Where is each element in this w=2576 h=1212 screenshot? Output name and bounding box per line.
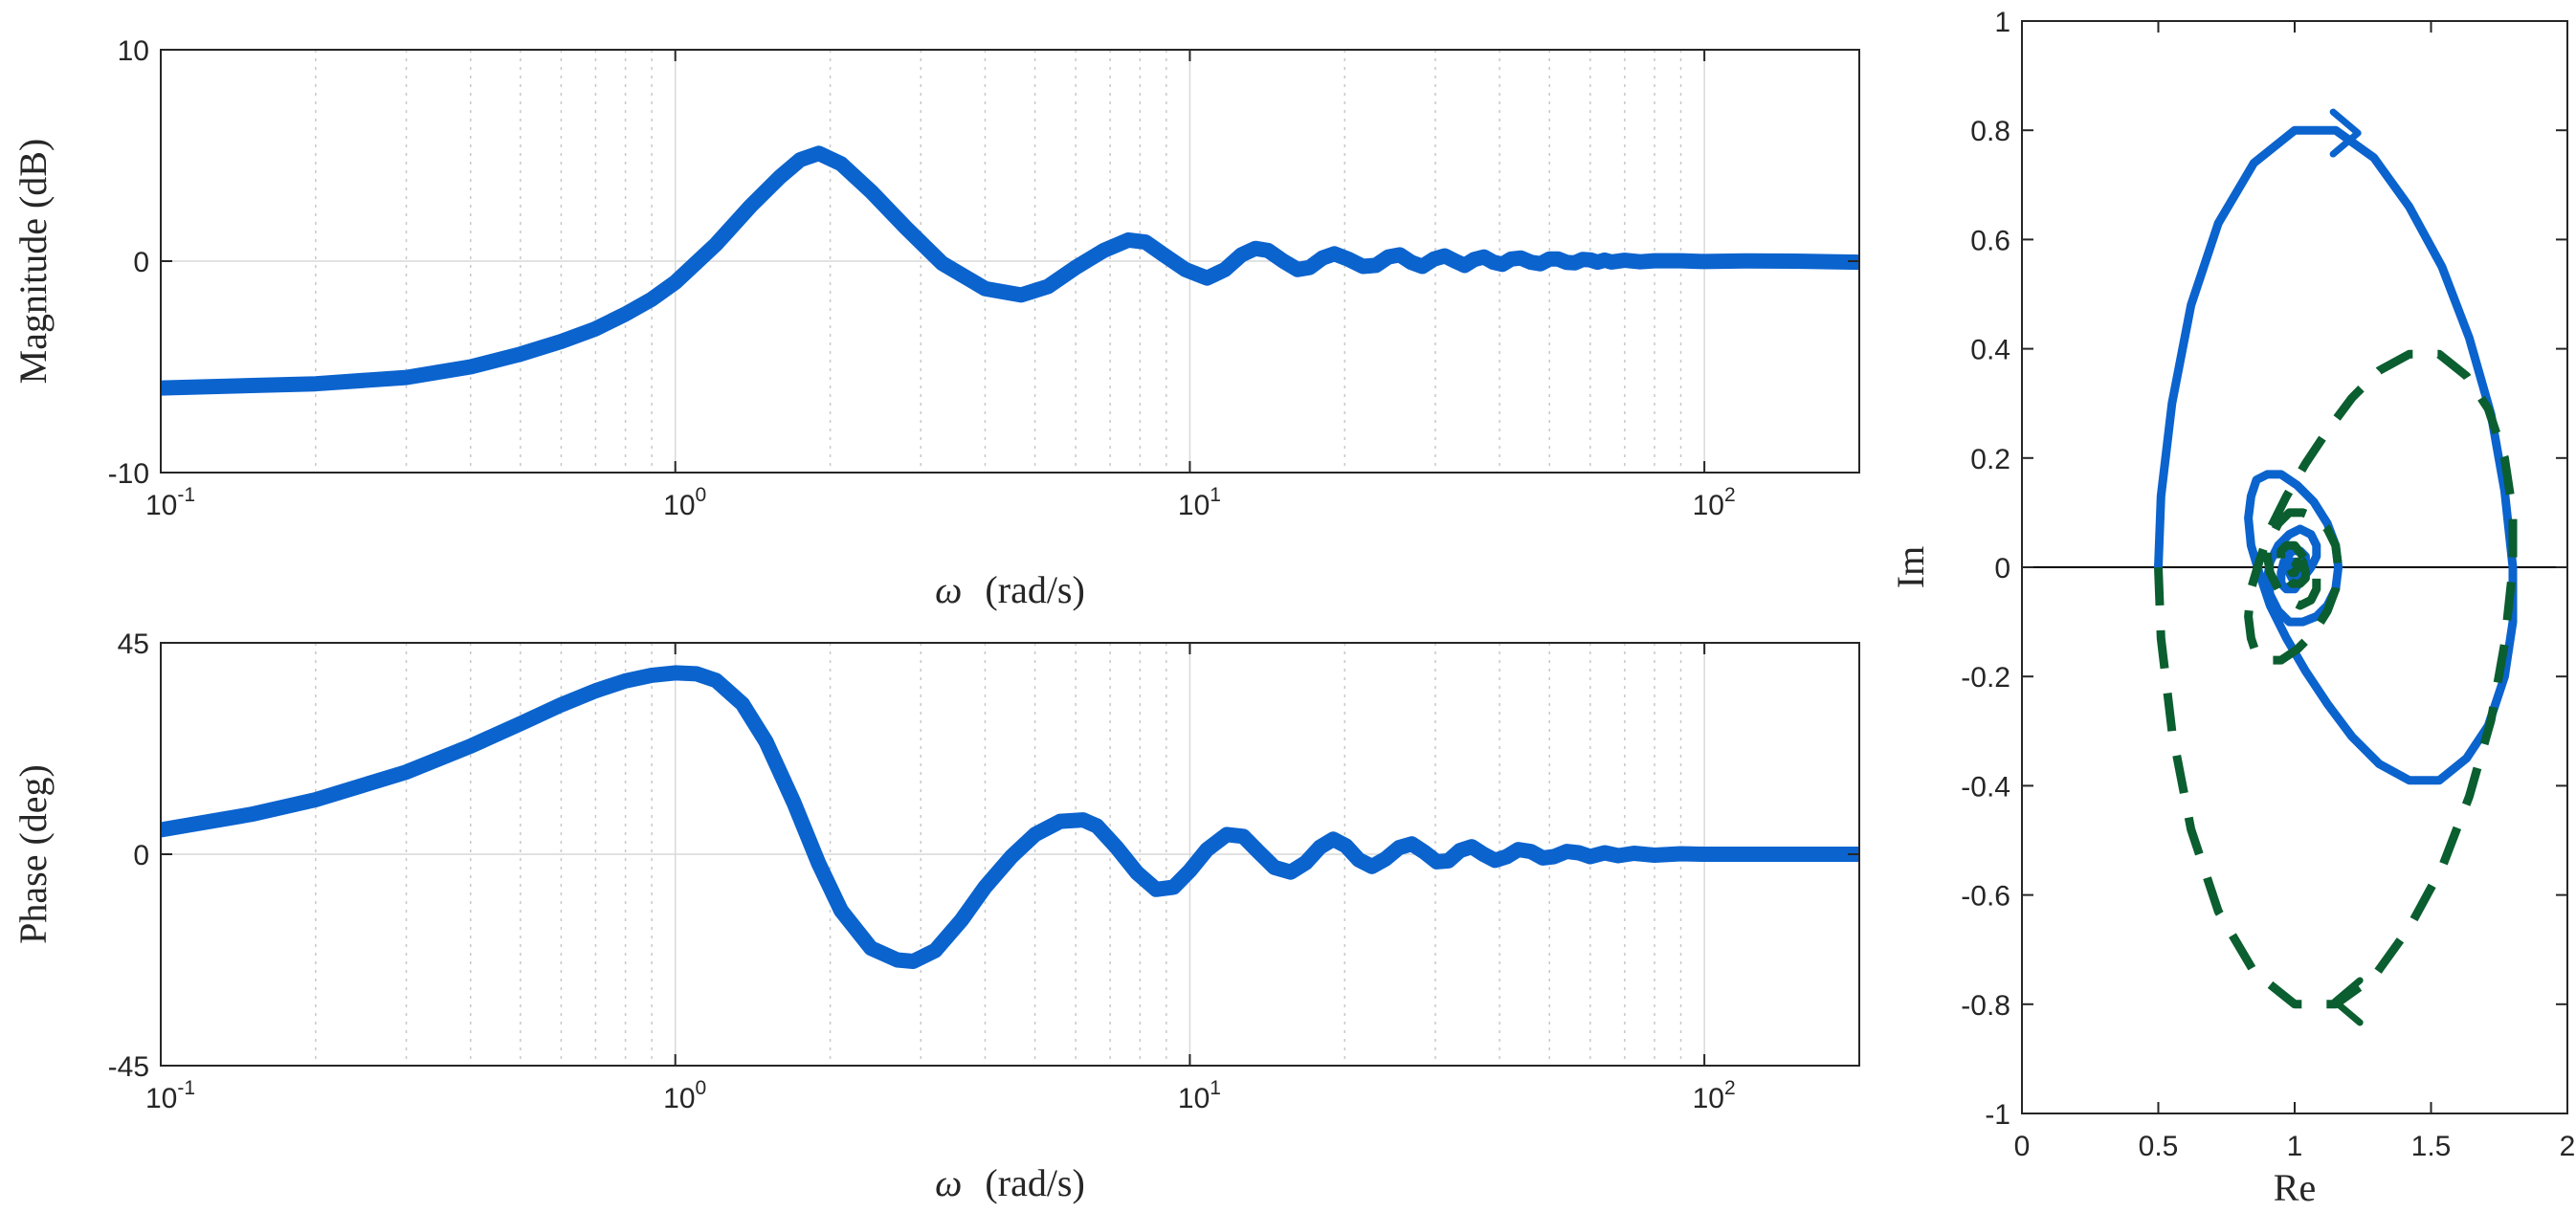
x-tick-exponent: 2	[1724, 1077, 1736, 1099]
y-tick-label: 45	[118, 628, 149, 660]
x-tick-exponent: 2	[1724, 484, 1736, 506]
x-tick-base: 10	[663, 1083, 695, 1114]
y-tick-label: -0.6	[1961, 881, 2010, 913]
phase-y-label: Phase (deg)	[11, 764, 55, 944]
magnitude-y-label: Magnitude (dB)	[11, 139, 55, 385]
magnitude-y-ticks: 10 0 -10	[108, 35, 1859, 490]
magnitude-grid	[161, 50, 1859, 473]
x-tick-base: 10	[663, 490, 695, 521]
x-tick-exponent: 0	[696, 1077, 707, 1099]
magnitude-series	[161, 145, 1859, 396]
phase-x-label-unit: (rad/s)	[985, 1161, 1084, 1204]
x-tick-exponent: -1	[177, 484, 195, 506]
x-tick-base: 10	[1178, 1083, 1210, 1114]
y-tick-label: -0.2	[1961, 662, 2010, 694]
x-tick-exponent: -1	[177, 1077, 195, 1099]
x-tick-label: 2	[2560, 1131, 2576, 1162]
x-tick-label: 10-1	[145, 1077, 195, 1114]
magnitude-plot: 10-1 100 101 102 100-10 ω (rad/s) Magnitude…	[11, 35, 1860, 611]
x-tick-label: 0	[2014, 1131, 2031, 1162]
nyquist-y-ticks: 1 0.8 0.6 0.4 0.2 0 -0.2 -0.4 -0.6 -0.8 -1	[1961, 7, 2567, 1131]
x-tick-exponent: 0	[696, 484, 707, 506]
dashed-series-line	[2154, 349, 2518, 1009]
x-tick-base: 10	[1178, 490, 1210, 521]
x-tick-label: 1.5	[2411, 1131, 2452, 1162]
x-tick-label: 102	[1693, 1077, 1736, 1114]
phase-series	[161, 665, 1859, 969]
y-tick-label: 0	[1994, 553, 2010, 584]
y-tick-label: 0	[133, 840, 149, 871]
x-tick-label: 101	[1178, 484, 1221, 521]
series-line	[161, 145, 1859, 396]
magnitude-x-ticks: 10-1 100 101 102	[145, 50, 1736, 521]
x-tick-base: 10	[1693, 1083, 1724, 1114]
y-tick-label: 0.8	[1970, 116, 2010, 147]
y-tick-label: 0.2	[1970, 444, 2010, 475]
x-tick-exponent: 1	[1210, 484, 1221, 506]
series-line	[161, 665, 1859, 969]
phase-plot: 10-1 100 101 102 450-45 ω (rad/s) Phase (de…	[11, 628, 1860, 1204]
magnitude-x-label-symbol: ω	[935, 568, 962, 611]
x-tick-base: 10	[1693, 490, 1724, 521]
magnitude-x-label: ω (rad/s)	[935, 568, 1085, 611]
phase-x-label-symbol: ω	[935, 1161, 962, 1204]
x-tick-base: 10	[145, 490, 177, 521]
direction-arrow	[2329, 108, 2362, 158]
x-tick-label: 101	[1178, 1077, 1221, 1114]
phase-x-label: ω (rad/s)	[935, 1161, 1085, 1204]
phase-x-ticks: 10-1 100 101 102	[145, 643, 1736, 1114]
y-tick-label: -1	[1985, 1099, 2010, 1131]
y-tick-label: 1	[1994, 7, 2010, 38]
y-tick-label: 0.4	[1970, 335, 2010, 366]
y-tick-label: 10	[118, 35, 149, 67]
y-tick-label: 0.6	[1970, 225, 2010, 256]
x-tick-label: 0.5	[2139, 1131, 2179, 1162]
x-tick-label: 100	[663, 484, 706, 521]
x-tick-label: 102	[1693, 484, 1736, 521]
phase-y-ticks: 45 0 -45	[108, 628, 1859, 1083]
x-tick-label: 100	[663, 1077, 706, 1114]
y-tick-label: -45	[108, 1051, 149, 1083]
nyquist-y-label: Im	[1889, 546, 1932, 588]
y-tick-label: -0.8	[1961, 990, 2010, 1022]
x-tick-exponent: 1	[1210, 1077, 1221, 1099]
nyquist-plot: 0 0.5 1 1.5 2 1 0.8 0.6 0.4 0.2 0 -0.2 -0.4 -0.6 -0.8…	[1889, 7, 2575, 1209]
direction-arrow	[2331, 977, 2364, 1026]
x-tick-label: 1	[2287, 1131, 2303, 1162]
y-tick-label: -0.4	[1961, 771, 2010, 803]
nyquist-series	[2154, 108, 2518, 1026]
x-tick-base: 10	[145, 1083, 177, 1114]
nyquist-x-ticks: 0 0.5 1 1.5 2	[2014, 21, 2576, 1162]
y-tick-label: 0	[133, 247, 149, 278]
y-tick-label: -10	[108, 458, 149, 490]
magnitude-x-label-unit: (rad/s)	[985, 568, 1084, 611]
nyquist-x-label: Re	[2274, 1166, 2316, 1209]
x-tick-label: 10-1	[145, 484, 195, 521]
